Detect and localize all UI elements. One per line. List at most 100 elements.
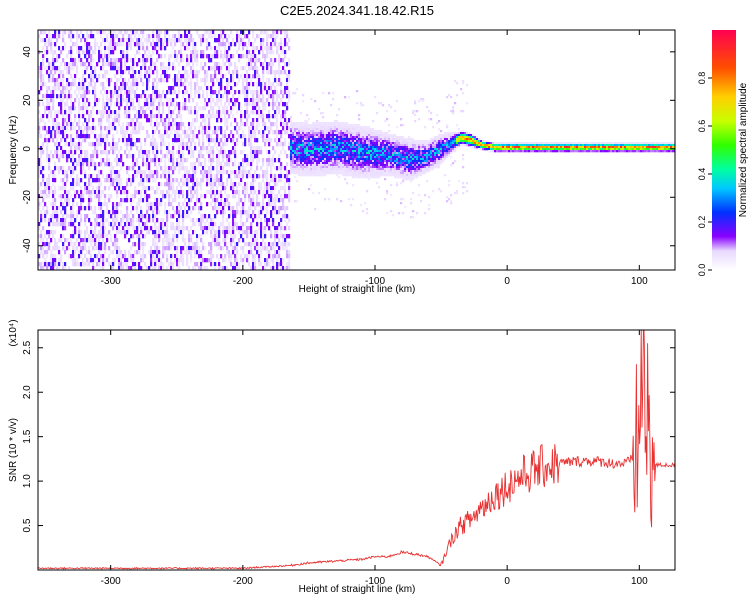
heatmap-cell [310, 146, 313, 149]
heatmap-cell [300, 174, 303, 177]
heatmap-cell [196, 182, 199, 187]
heatmap-cell [228, 90, 231, 95]
heatmap-cell [290, 150, 293, 153]
heatmap-cell [150, 174, 153, 179]
heatmap-cell [236, 122, 239, 127]
heatmap-cell [134, 266, 137, 270]
heatmap-cell [146, 186, 149, 191]
heatmap-cell [166, 170, 169, 175]
heatmap-cell [248, 62, 251, 67]
heatmap-cell [138, 34, 141, 39]
heatmap-cell [312, 124, 315, 127]
heatmap-cell [264, 186, 267, 191]
heatmap-cell [324, 154, 327, 157]
heatmap-cell [86, 190, 89, 195]
heatmap-cell [40, 166, 43, 171]
heatmap-cell [92, 34, 95, 39]
heatmap-cell [222, 182, 225, 187]
heatmap-cell [276, 142, 279, 147]
heatmap-cell [82, 90, 85, 95]
heatmap-cell [88, 74, 91, 79]
heatmap-cell [140, 146, 143, 151]
heatmap-cell [220, 170, 223, 175]
heatmap-cell [282, 30, 285, 35]
heatmap-cell [272, 254, 275, 259]
heatmap-cell [256, 118, 259, 123]
heatmap-cell [200, 202, 203, 207]
heatmap-cell [80, 190, 83, 195]
heatmap-cell [268, 102, 271, 107]
heatmap-cell [288, 186, 291, 191]
heatmap-cell [346, 152, 349, 155]
heatmap-cell [230, 122, 233, 127]
heatmap-cell [194, 230, 197, 235]
heatmap-cell [190, 54, 193, 59]
heatmap-cell [290, 120, 293, 123]
heatmap-cell [138, 130, 141, 135]
heatmap-cell [228, 222, 231, 227]
heatmap-cell [336, 174, 339, 177]
heatmap-cell [116, 174, 119, 179]
heatmap-cell [270, 170, 273, 175]
heatmap-cell [218, 90, 221, 95]
heatmap-cell [232, 214, 235, 219]
heatmap-cell [346, 174, 349, 177]
heatmap-cell [276, 98, 279, 103]
heatmap-cell [228, 70, 231, 75]
heatmap-cell [162, 174, 165, 179]
heatmap-cell [82, 74, 85, 79]
heatmap-cell [164, 94, 167, 99]
heatmap-cell [254, 154, 257, 159]
heatmap-cell [318, 164, 321, 167]
heatmap-cell [300, 112, 303, 115]
heatmap-cell [242, 226, 245, 231]
heatmap-cell [218, 38, 221, 43]
heatmap-cell [88, 178, 91, 183]
heatmap-cell [292, 164, 295, 167]
heatmap-cell [148, 250, 151, 255]
heatmap-cell [330, 140, 333, 143]
heatmap-cell [134, 174, 137, 179]
heatmap-cell [90, 238, 93, 243]
heatmap-cell [172, 126, 175, 131]
heatmap-cell [126, 102, 129, 107]
heatmap-cell [296, 134, 299, 137]
heatmap-cell [170, 166, 173, 171]
heatmap-cell [64, 218, 67, 223]
heatmap-cell [74, 118, 77, 123]
heatmap-cell [174, 194, 177, 199]
heatmap-cell [300, 124, 303, 127]
heatmap-cell [58, 158, 61, 163]
heatmap-cell [270, 194, 273, 199]
heatmap-cell [128, 122, 131, 127]
heatmap-cell [84, 246, 87, 251]
heatmap-cell [68, 94, 71, 99]
heatmap-cell [200, 154, 203, 159]
heatmap-cell [344, 178, 347, 181]
heatmap-cell [272, 38, 275, 43]
heatmap-cell [266, 178, 269, 183]
heatmap-cell [304, 130, 307, 133]
heatmap-cell [48, 162, 51, 167]
heatmap-cell [344, 136, 347, 139]
heatmap-cell [298, 138, 301, 141]
heatmap-cell [180, 154, 183, 159]
heatmap-cell [62, 98, 65, 103]
heatmap-cell [234, 266, 237, 270]
heatmap-cell [180, 226, 183, 231]
heatmap-cell [90, 54, 93, 59]
heatmap-cell [74, 246, 77, 251]
heatmap-cell [172, 226, 175, 231]
heatmap-cell [338, 122, 341, 125]
heatmap-cell [140, 226, 143, 231]
heatmap-cell [52, 118, 55, 123]
heatmap-cell [312, 142, 315, 145]
heatmap-cell [302, 122, 305, 125]
heatmap-cell [52, 102, 55, 107]
heatmap-cell [168, 118, 171, 123]
heatmap-cell [232, 78, 235, 83]
heatmap-cell [168, 122, 171, 127]
heatmap-cell [142, 242, 145, 247]
heatmap-cell [136, 230, 139, 235]
heatmap-cell [158, 90, 161, 95]
